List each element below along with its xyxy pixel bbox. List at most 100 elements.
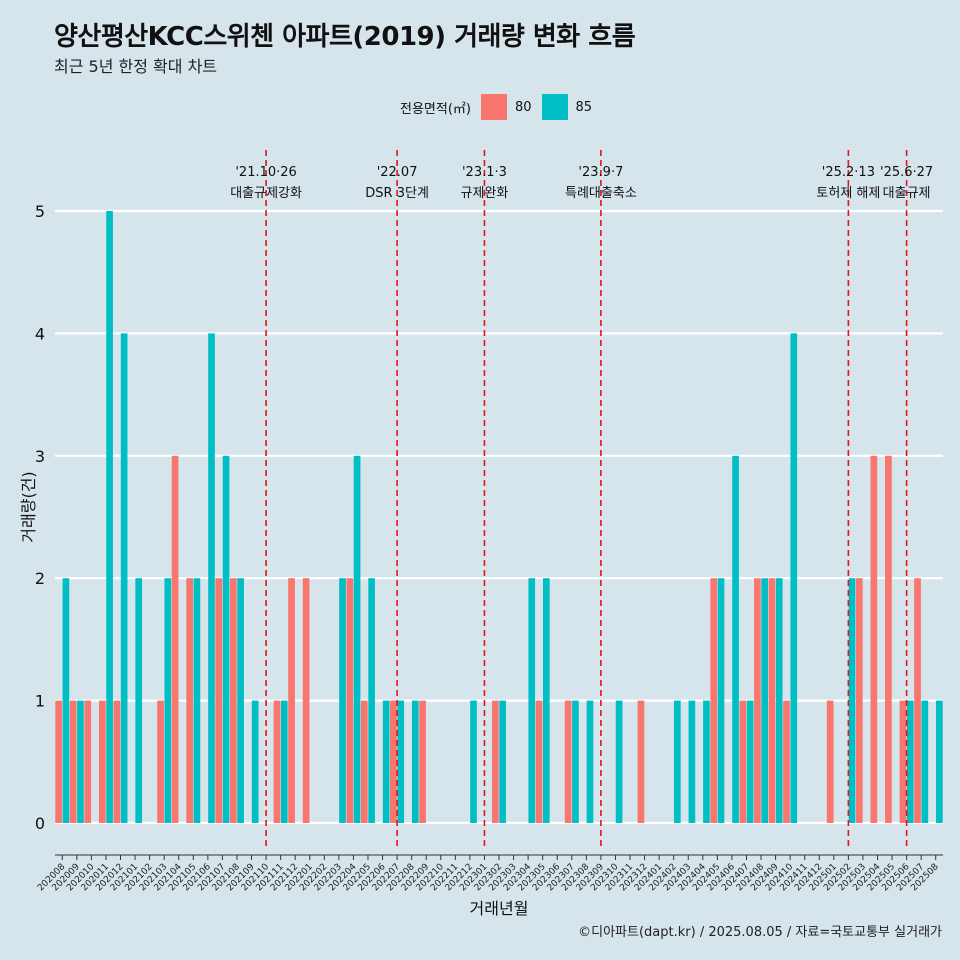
bar-80-202009: [69, 700, 77, 823]
bar-80-202410: [783, 700, 790, 823]
bar-80-202103: [157, 700, 164, 823]
bar-85-202207: [397, 700, 405, 823]
bar-85-202410: [790, 333, 798, 823]
bar-85-202406: [732, 455, 739, 823]
bar-85-202012: [120, 333, 128, 823]
bar-80-202105: [186, 578, 193, 823]
event-date-label: '25.2·13: [822, 165, 875, 180]
bar-80-202407: [739, 700, 747, 823]
bar-85-202111: [280, 700, 288, 823]
bar-80-202010: [84, 700, 92, 823]
y-tick-label: 3: [35, 447, 45, 466]
bar-85-202308: [586, 700, 594, 823]
bar-80-202107: [215, 578, 223, 823]
bar-85-202408: [761, 578, 769, 823]
bar-80-202205: [361, 700, 368, 823]
event-date-label: '23.1·3: [462, 165, 507, 180]
bar-85-202205: [368, 578, 375, 823]
bar-85-202507: [921, 700, 929, 823]
bar-80-202207: [390, 700, 397, 823]
event-text-label: DSR 3단계: [365, 186, 429, 201]
bar-80-202506: [899, 700, 907, 823]
bar-80-202008: [55, 700, 62, 823]
bar-85-202106: [208, 333, 215, 823]
bar-85-202009: [77, 700, 84, 823]
bar-80-202305: [535, 700, 543, 823]
bar-80-202201: [302, 578, 310, 823]
event-text-label: 규제완화: [461, 186, 509, 201]
bar-80-202108: [229, 578, 237, 823]
event-date-label: '22.07: [377, 165, 418, 180]
bar-85-202407: [746, 700, 754, 823]
bar-85-202108: [237, 578, 244, 823]
bar-80-202507: [914, 578, 921, 823]
y-tick-label: 4: [35, 324, 45, 343]
bar-85-202101: [135, 578, 143, 823]
bar-85-202305: [542, 578, 550, 823]
y-tick-label: 0: [35, 814, 45, 833]
legend-label-80: 80: [514, 99, 532, 115]
y-tick-label: 5: [35, 202, 45, 221]
bar-80-202011: [98, 700, 106, 823]
bar-85-202304: [528, 578, 536, 823]
bar-80-202409: [768, 578, 776, 823]
bar-85-202212: [470, 700, 477, 823]
bar-85-202310: [615, 700, 623, 823]
y-axis-title: 거래량(건): [19, 471, 38, 542]
bar-80-202302: [492, 700, 499, 823]
bar-85-202204: [353, 455, 361, 823]
event-date-label: '25.6·27: [880, 165, 933, 180]
bar-80-202505: [885, 455, 892, 823]
bar-85-202103: [164, 578, 172, 823]
legend: 전용면적(㎡) 80 85: [400, 94, 592, 120]
event-text-label: 대출규제강화: [230, 186, 302, 201]
bar-80-202307: [564, 700, 572, 823]
bar-80-202312: [637, 700, 645, 823]
bar-85-202208: [411, 700, 419, 823]
bar-85-202203: [339, 578, 346, 823]
bar-85-202008: [62, 578, 70, 823]
bar-85-202302: [499, 700, 506, 823]
bar-80-202012: [113, 700, 121, 823]
bar-80-202112: [288, 578, 295, 823]
bar-80-202408: [754, 578, 761, 823]
event-date-label: '21.10·26: [235, 165, 296, 180]
bar-80-202209: [419, 700, 426, 823]
x-axis-title: 거래년월: [470, 899, 529, 918]
caption: ©디아파트(dapt.kr) / 2025.08.05 / 자료=국토교통부 실…: [578, 925, 942, 940]
bar-85-202404: [703, 700, 710, 823]
legend-label-85: 85: [575, 99, 593, 115]
bar-85-202409: [775, 578, 783, 823]
y-tick-label: 1: [35, 692, 45, 711]
bar-85-202403: [688, 700, 696, 823]
legend-swatch-85: [541, 94, 568, 120]
bar-80-202111: [273, 700, 281, 823]
bar-80-202204: [346, 578, 354, 823]
bar-80-202104: [171, 455, 179, 823]
chart-title: 양산평산KCC스위첸 아파트(2019) 거래량 변화 흐름: [54, 22, 636, 52]
legend-title: 전용면적(㎡): [400, 101, 471, 117]
bar-85-202508: [936, 700, 943, 823]
y-tick-label: 2: [35, 569, 45, 588]
bar-85-202206: [382, 700, 390, 823]
bar-85-202011: [106, 211, 113, 823]
bar-80-202501: [826, 700, 834, 823]
bar-85-202107: [222, 455, 230, 823]
event-text-label: 특례대출축소: [565, 186, 637, 201]
chart-subtitle: 최근 5년 한정 확대 차트: [54, 57, 218, 76]
event-date-label: '23.9·7: [578, 165, 623, 180]
bar-80-202503: [855, 578, 863, 823]
bar-85-202105: [193, 578, 201, 823]
event-text-label: 토허제 해제: [816, 186, 880, 201]
bar-80-202504: [870, 455, 878, 823]
bar-85-202402: [673, 700, 681, 823]
bar-85-202307: [572, 700, 579, 823]
event-text-label: 대출규제: [883, 186, 931, 201]
bar-85-202506: [906, 700, 914, 823]
bar-80-202405: [710, 578, 718, 823]
bar-85-202109: [251, 700, 259, 823]
bar-85-202502: [848, 578, 856, 823]
bar-85-202405: [717, 578, 725, 823]
